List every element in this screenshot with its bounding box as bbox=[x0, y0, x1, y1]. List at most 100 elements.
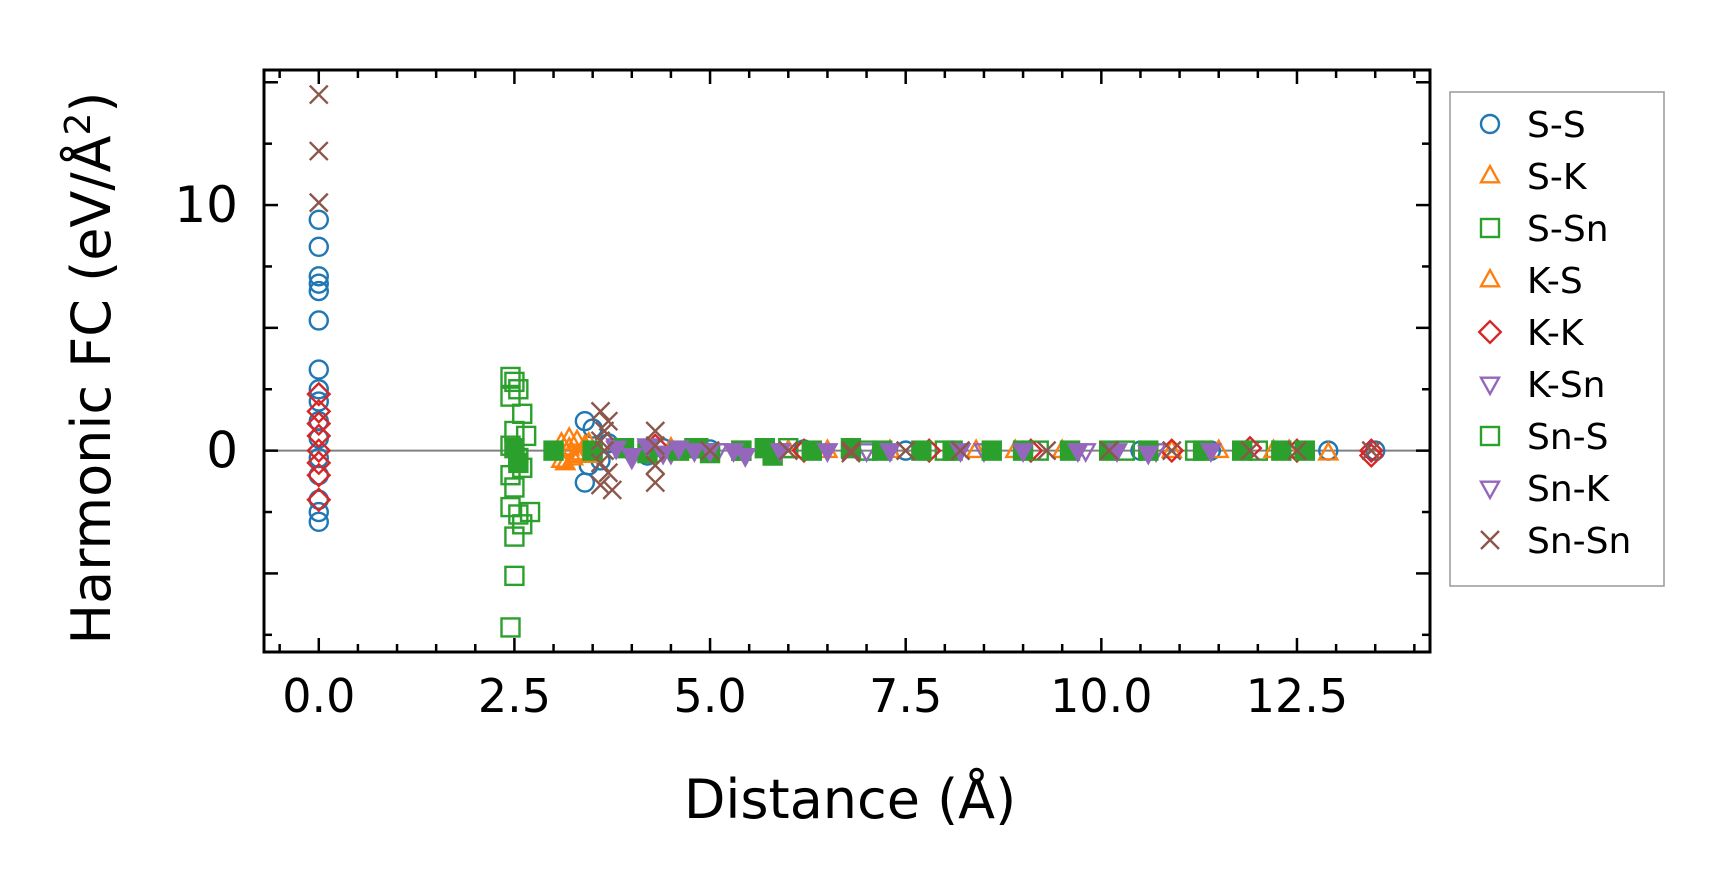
series-s-sn bbox=[500, 366, 1269, 638]
data-point bbox=[620, 448, 643, 468]
data-point bbox=[582, 440, 603, 461]
legend-label: S-K bbox=[1527, 157, 1588, 198]
data-point bbox=[306, 381, 332, 407]
data-point bbox=[590, 453, 611, 473]
data-point bbox=[816, 443, 839, 464]
data-point bbox=[879, 443, 902, 464]
data-point bbox=[308, 391, 329, 412]
data-point bbox=[306, 462, 332, 488]
data-point bbox=[949, 443, 972, 464]
data-point bbox=[645, 455, 666, 476]
y-tick-label: 10 bbox=[174, 176, 238, 234]
x-tick-label: 12.5 bbox=[1246, 669, 1348, 723]
legend-marker bbox=[1478, 480, 1502, 501]
legend-label: S-Sn bbox=[1527, 209, 1609, 250]
data-point bbox=[700, 440, 720, 461]
legend-marker bbox=[1479, 113, 1501, 135]
y-axis-label: Harmonic FC (eV/Å2) bbox=[58, 92, 123, 645]
data-point bbox=[590, 475, 611, 495]
data-point bbox=[308, 273, 329, 294]
data-point bbox=[504, 526, 525, 547]
x-tick-label: 10.0 bbox=[1050, 669, 1152, 723]
data-point bbox=[306, 487, 332, 513]
data-point bbox=[306, 450, 332, 476]
data-point bbox=[1287, 440, 1307, 461]
data-point bbox=[1036, 440, 1057, 461]
data-point bbox=[308, 280, 329, 302]
data-point bbox=[504, 565, 525, 587]
data-point bbox=[306, 438, 332, 464]
data-point bbox=[308, 489, 329, 510]
data-point bbox=[308, 84, 329, 105]
data-point bbox=[308, 266, 329, 287]
data-point bbox=[306, 398, 332, 424]
data-point bbox=[562, 445, 585, 466]
series-s-s bbox=[308, 209, 1386, 533]
legend-marker bbox=[1480, 530, 1500, 550]
data-point bbox=[500, 617, 521, 638]
data-point bbox=[911, 440, 932, 461]
data-point bbox=[590, 401, 611, 422]
data-marks bbox=[306, 84, 1386, 638]
axes: 0.0 2.5 5.0 7.5 10.0 12.5 0 10 bbox=[174, 68, 1432, 723]
legend-marker bbox=[1479, 425, 1501, 447]
data-point bbox=[308, 310, 329, 331]
data-point bbox=[1137, 445, 1160, 466]
legend-label: S-S bbox=[1527, 105, 1586, 146]
data-point bbox=[574, 472, 596, 493]
data-point bbox=[1358, 438, 1384, 464]
data-point bbox=[895, 440, 916, 461]
data-point bbox=[308, 236, 329, 258]
data-point bbox=[504, 371, 525, 393]
data-point bbox=[308, 379, 329, 400]
data-point bbox=[1012, 443, 1035, 464]
legend-marker bbox=[1477, 319, 1503, 345]
data-point bbox=[981, 440, 1002, 461]
data-point bbox=[308, 464, 329, 486]
data-point bbox=[1066, 443, 1089, 464]
data-point bbox=[683, 443, 706, 464]
data-point bbox=[308, 141, 329, 161]
data-point bbox=[308, 192, 329, 213]
legend-marker bbox=[1478, 163, 1502, 184]
data-point bbox=[605, 440, 628, 461]
legend-entry: Sn-K bbox=[1478, 469, 1611, 510]
data-point bbox=[645, 435, 666, 456]
data-point bbox=[590, 430, 611, 451]
data-point bbox=[645, 472, 666, 493]
data-point bbox=[558, 425, 581, 446]
legend-marker bbox=[1478, 376, 1502, 397]
data-point bbox=[645, 421, 666, 441]
y-tick-label: 0 bbox=[206, 422, 238, 480]
legend-entry: S-Sn bbox=[1479, 209, 1609, 250]
data-point bbox=[734, 448, 757, 468]
data-point bbox=[1199, 443, 1222, 464]
data-point bbox=[855, 443, 878, 464]
legend-label: K-Sn bbox=[1527, 365, 1606, 406]
data-point bbox=[565, 443, 589, 464]
legend-label: Sn-S bbox=[1527, 417, 1609, 458]
legend-entry: Sn-S bbox=[1479, 417, 1609, 458]
data-point bbox=[308, 209, 329, 230]
data-point bbox=[308, 359, 329, 380]
data-point bbox=[512, 403, 533, 424]
legend-entry: S-K bbox=[1478, 157, 1588, 198]
legend-label: K-S bbox=[1527, 261, 1583, 302]
series-sn-sn bbox=[308, 84, 1382, 500]
data-point bbox=[508, 452, 529, 474]
data-point bbox=[500, 386, 521, 407]
data-point bbox=[841, 440, 861, 461]
data-point bbox=[699, 443, 722, 464]
legend-entry: K-Sn bbox=[1478, 365, 1606, 406]
data-point bbox=[1361, 440, 1382, 461]
data-point bbox=[306, 423, 332, 449]
legend-entry: K-S bbox=[1478, 261, 1583, 302]
y-axis-label-superscript: 2 bbox=[58, 113, 99, 136]
x-tick-label: 5.0 bbox=[673, 669, 746, 723]
data-point bbox=[306, 411, 332, 437]
data-point bbox=[504, 477, 525, 498]
data-point bbox=[1161, 440, 1182, 461]
data-point bbox=[1358, 443, 1384, 469]
legend-marker bbox=[1479, 217, 1501, 239]
